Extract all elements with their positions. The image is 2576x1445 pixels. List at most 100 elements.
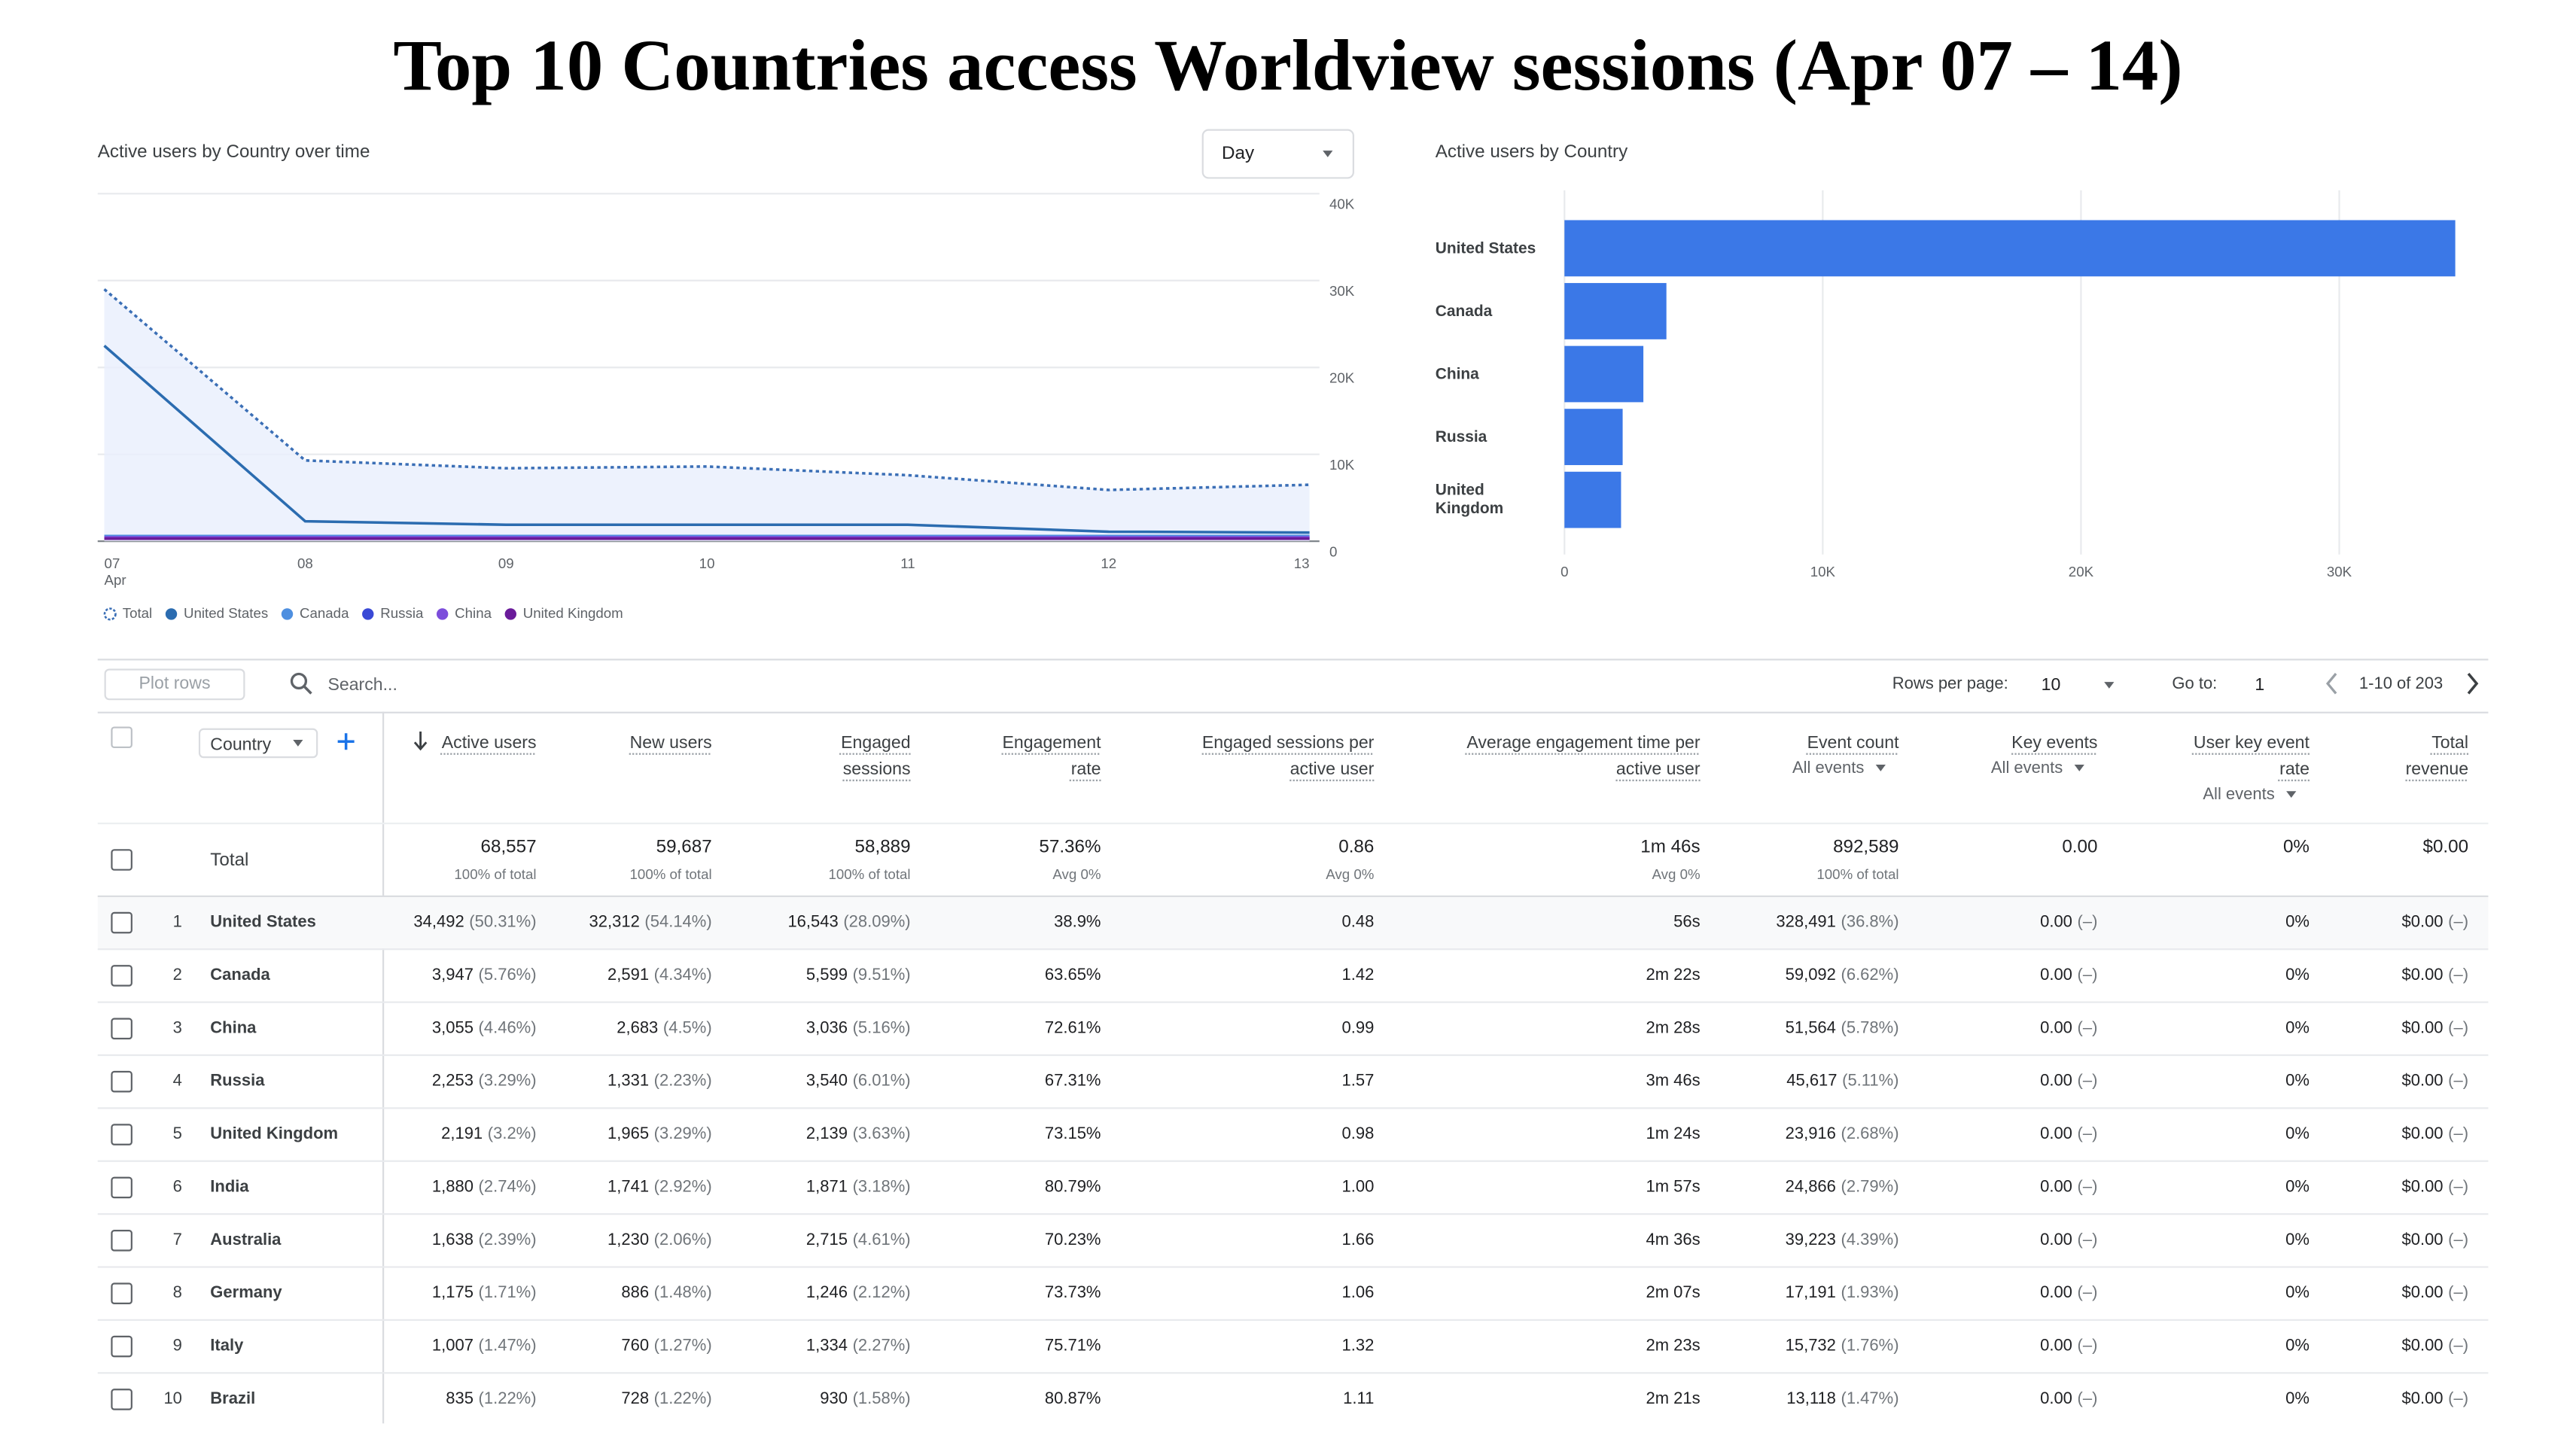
cell-share: (2.92%) — [653, 1178, 712, 1197]
row-checkbox[interactable] — [111, 1389, 132, 1410]
x-tick-label: 30K — [2327, 564, 2352, 580]
dropdown-arrow[interactable] — [2104, 682, 2115, 689]
cell-share: Avg 0% — [1326, 865, 1375, 883]
bar — [1564, 409, 1623, 465]
column-header[interactable]: Engagement rate — [985, 730, 1101, 783]
table-cell: 2,683 (4.5%) — [617, 1020, 711, 1038]
table-cell: 24,866 (2.79%) — [1786, 1179, 1899, 1197]
granularity-dropdown[interactable]: Day — [1201, 129, 1354, 179]
bar — [1564, 345, 1644, 403]
cell-value: 0% — [2282, 837, 2310, 858]
search-input[interactable]: Search... — [327, 675, 397, 695]
table-cell: 1.11 — [1343, 1390, 1374, 1408]
cell-value: 0.00 — [2062, 837, 2098, 858]
row-checkbox[interactable] — [111, 911, 132, 934]
table-cell: 2,191 (3.2%) — [441, 1125, 536, 1143]
column-header[interactable]: Key events All events — [1956, 730, 2098, 783]
dropdown-arrow — [293, 740, 303, 747]
table-cell: 0% — [2285, 1337, 2310, 1355]
divider — [97, 659, 2489, 661]
cell-value: 3,055 — [431, 1019, 473, 1038]
cell-share: (1.93%) — [1841, 1284, 1899, 1303]
row-checkbox[interactable] — [111, 1018, 132, 1040]
cell-share: (1.76%) — [1841, 1337, 1899, 1356]
cell-value: 58,889 — [854, 837, 911, 858]
cell-value: 15,732 — [1785, 1337, 1836, 1356]
table-cell: 16,543 (28.09%) — [787, 914, 910, 932]
table-cell: 0.48 — [1342, 914, 1375, 932]
legend-marker — [281, 608, 294, 620]
cell-value: 3,036 — [805, 1019, 848, 1038]
page-title: Top 10 Countries access Worldview sessio… — [393, 24, 2183, 106]
row-country: Australia — [210, 1231, 282, 1250]
cell-value: $0.00 — [2401, 1178, 2444, 1197]
row-checkbox[interactable] — [111, 1282, 132, 1304]
plot-rows-button[interactable]: Plot rows — [104, 668, 245, 701]
cell-value: 4m 36s — [1646, 1231, 1701, 1250]
column-header[interactable]: Engaged sessions per active user — [1183, 730, 1375, 783]
cell-value: 0.00 — [2040, 1019, 2072, 1038]
cell-value: 2,191 — [441, 1125, 483, 1144]
chart-title: Active users by Country — [1435, 142, 1628, 163]
table-cell: 0% — [2285, 966, 2310, 984]
next-page[interactable] — [2465, 672, 2482, 695]
cell-share: (–) — [2077, 1390, 2098, 1409]
search-icon — [290, 672, 312, 695]
table-cell: $0.00 (–) — [2401, 914, 2468, 932]
table-cell: 0.98 — [1342, 1125, 1375, 1143]
prev-page[interactable] — [2325, 672, 2341, 695]
cell-value: 0% — [2285, 1125, 2310, 1144]
sort-arrow[interactable] — [413, 730, 429, 752]
column-header[interactable]: Engaged sessions — [811, 730, 911, 783]
column-header[interactable]: Active users — [371, 730, 537, 756]
row-checkbox[interactable] — [111, 1176, 132, 1199]
cell-value: 3,947 — [431, 966, 473, 985]
column-sub-label: All events — [1990, 759, 2063, 778]
table-cell: 1,331 (2.23%) — [607, 1072, 712, 1091]
column-sub-dropdown[interactable]: All events — [1956, 756, 2097, 783]
row-highlight — [97, 896, 2489, 949]
x-tick-label: 08 — [297, 555, 313, 571]
cell-share: 100% of total — [828, 865, 911, 883]
row-checkbox[interactable] — [111, 849, 132, 871]
rows-per-page-value[interactable]: 10 — [2041, 675, 2061, 695]
select-all-checkbox[interactable] — [111, 726, 132, 749]
table-cell: 0% — [2285, 1285, 2310, 1303]
row-checkbox[interactable] — [111, 1124, 132, 1145]
cell-share: (–) — [2077, 913, 2098, 932]
column-header[interactable]: Event count All events — [1758, 730, 1899, 783]
go-to-value[interactable]: 1 — [2255, 675, 2265, 695]
row-country: India — [210, 1178, 249, 1197]
table-cell: 328,491 (36.8%) — [1776, 914, 1899, 932]
cell-share: (4.5%) — [662, 1019, 712, 1038]
table-cell: 1m 57s — [1646, 1179, 1700, 1197]
column-header[interactable]: Average engagement time per active user — [1448, 730, 1700, 783]
column-header[interactable]: User key event rate All events — [2177, 730, 2310, 810]
dimension-dropdown[interactable]: Country — [198, 728, 318, 759]
cell-value: 0% — [2285, 1019, 2310, 1038]
column-header[interactable]: New users — [547, 730, 712, 756]
column-header[interactable]: Total revenue — [2394, 730, 2468, 783]
cell-value: 1.42 — [1341, 966, 1375, 985]
divider — [97, 823, 2489, 825]
cell-share: (–) — [2077, 966, 2098, 985]
y-tick-label: 40K — [1329, 196, 1355, 212]
cell-share: (–) — [2077, 1231, 2098, 1250]
row-checkbox[interactable] — [111, 1230, 132, 1252]
table-cell: $0.00 (–) — [2401, 1020, 2468, 1038]
column-sub-dropdown[interactable]: All events — [1758, 756, 1899, 783]
cell-value: 34,492 — [413, 913, 464, 932]
cell-value: 0.00 — [2040, 1390, 2072, 1409]
row-checkbox[interactable] — [111, 965, 132, 987]
add-dimension[interactable] — [336, 732, 355, 751]
y-tick-label: 10K — [1329, 457, 1355, 473]
row-checkbox[interactable] — [111, 1070, 132, 1093]
page-range: 1-10 of 203 — [2358, 675, 2444, 694]
column-label: Engaged sessions — [841, 733, 911, 780]
column-sub-dropdown[interactable]: All events — [2177, 783, 2310, 809]
cell-value: $0.00 — [2422, 837, 2469, 858]
row-checkbox[interactable] — [111, 1335, 132, 1358]
cell-value: 0% — [2285, 1178, 2310, 1197]
table-cell: 0% — [2285, 1179, 2310, 1197]
